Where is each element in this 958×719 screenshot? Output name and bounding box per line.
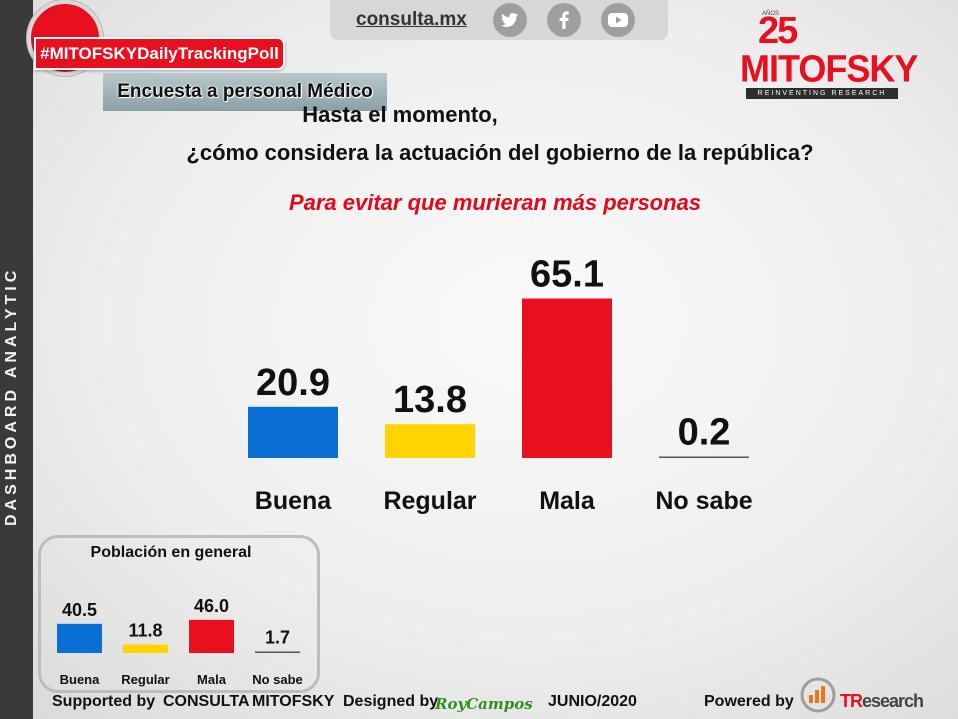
general-population-title: Población en general — [90, 544, 252, 561]
logo-tagline: REINVENTING RESEARCH — [746, 88, 898, 99]
tresearch-prefix: TR — [840, 691, 863, 711]
mini-data-label: 1.7 — [265, 628, 290, 648]
youtube-icon[interactable] — [600, 3, 635, 37]
mini-bar-mala — [189, 619, 234, 653]
footer-consulta: CONSULTA — [163, 693, 250, 710]
footer-supported-by: Supported by — [52, 693, 156, 710]
footer-designed-by: Designed by — [343, 693, 439, 710]
mitofsky-logo: 25 AÑOS MITOFSKY REINVENTING RESEARCH — [740, 10, 918, 102]
chart-subtitle: Para evitar que murieran más personas — [288, 190, 702, 215]
hashtag-banner[interactable]: #MITOFSKYDailyTrackingPoll — [34, 37, 285, 70]
footer-date: JUNIO/2020 — [548, 693, 637, 710]
mini-bar-regular — [123, 644, 168, 653]
logo-anniversary: 25 — [758, 10, 798, 52]
general-population-panel: Población en general — [38, 535, 320, 693]
question-line-1: Hasta el momento, — [302, 102, 498, 127]
main-data-label: 13.8 — [393, 379, 467, 421]
main-bar-mala — [522, 298, 612, 458]
main-bar-regular — [385, 424, 475, 458]
main-data-label: 20.9 — [256, 362, 330, 404]
main-data-label: 0.2 — [678, 412, 731, 454]
question-line-2: ¿cómo considera la actuación del gobiern… — [186, 140, 814, 165]
main-category-label: Buena — [255, 487, 333, 515]
main-category-label: No sabe — [655, 487, 752, 515]
mini-category-label: Regular — [121, 672, 169, 687]
tresearch-suffix: esearch — [862, 691, 924, 711]
mini-bar-no-sabe — [255, 651, 300, 653]
mini-bar-buena — [57, 623, 102, 653]
mini-category-label: No sabe — [252, 672, 303, 687]
main-bar-no-sabe — [659, 456, 749, 458]
footer: Supported by CONSULTA MITOFSKY Designed … — [0, 689, 958, 719]
site-link[interactable]: consulta.mx — [356, 9, 467, 30]
logo-anos: AÑOS — [762, 11, 780, 17]
mini-data-label: 40.5 — [62, 600, 97, 620]
footer-mitofsky: MITOFSKY — [252, 693, 335, 710]
main-data-label: 65.1 — [530, 254, 604, 296]
mini-data-label: 46.0 — [194, 596, 229, 616]
question: Hasta el momento, ¿cómo considera la act… — [100, 96, 900, 172]
tresearch-brand: TResearch — [840, 691, 924, 712]
mini-category-label: Mala — [197, 672, 227, 687]
main-category-label: Regular — [383, 487, 476, 515]
main-bar-buena — [248, 406, 338, 458]
main-category-label: Mala — [539, 487, 596, 515]
facebook-icon[interactable] — [546, 3, 581, 37]
mini-data-label: 11.8 — [128, 621, 162, 641]
footer-designer: RoyCampos — [435, 695, 533, 713]
survey-label: Encuesta a personal Médico — [103, 73, 387, 111]
tresearch-logo-icon — [800, 677, 836, 713]
logo-name: MITOFSKY — [740, 46, 918, 90]
footer-powered-by: Powered by — [704, 693, 794, 710]
sidebar: DASHBOARD ANALYTIC — [0, 0, 33, 719]
top-bar: consulta.mx — [330, 0, 668, 40]
twitter-icon[interactable] — [492, 3, 527, 37]
survey-label-text: Encuesta a personal Médico — [117, 81, 373, 102]
mini-category-label: Buena — [60, 672, 101, 687]
